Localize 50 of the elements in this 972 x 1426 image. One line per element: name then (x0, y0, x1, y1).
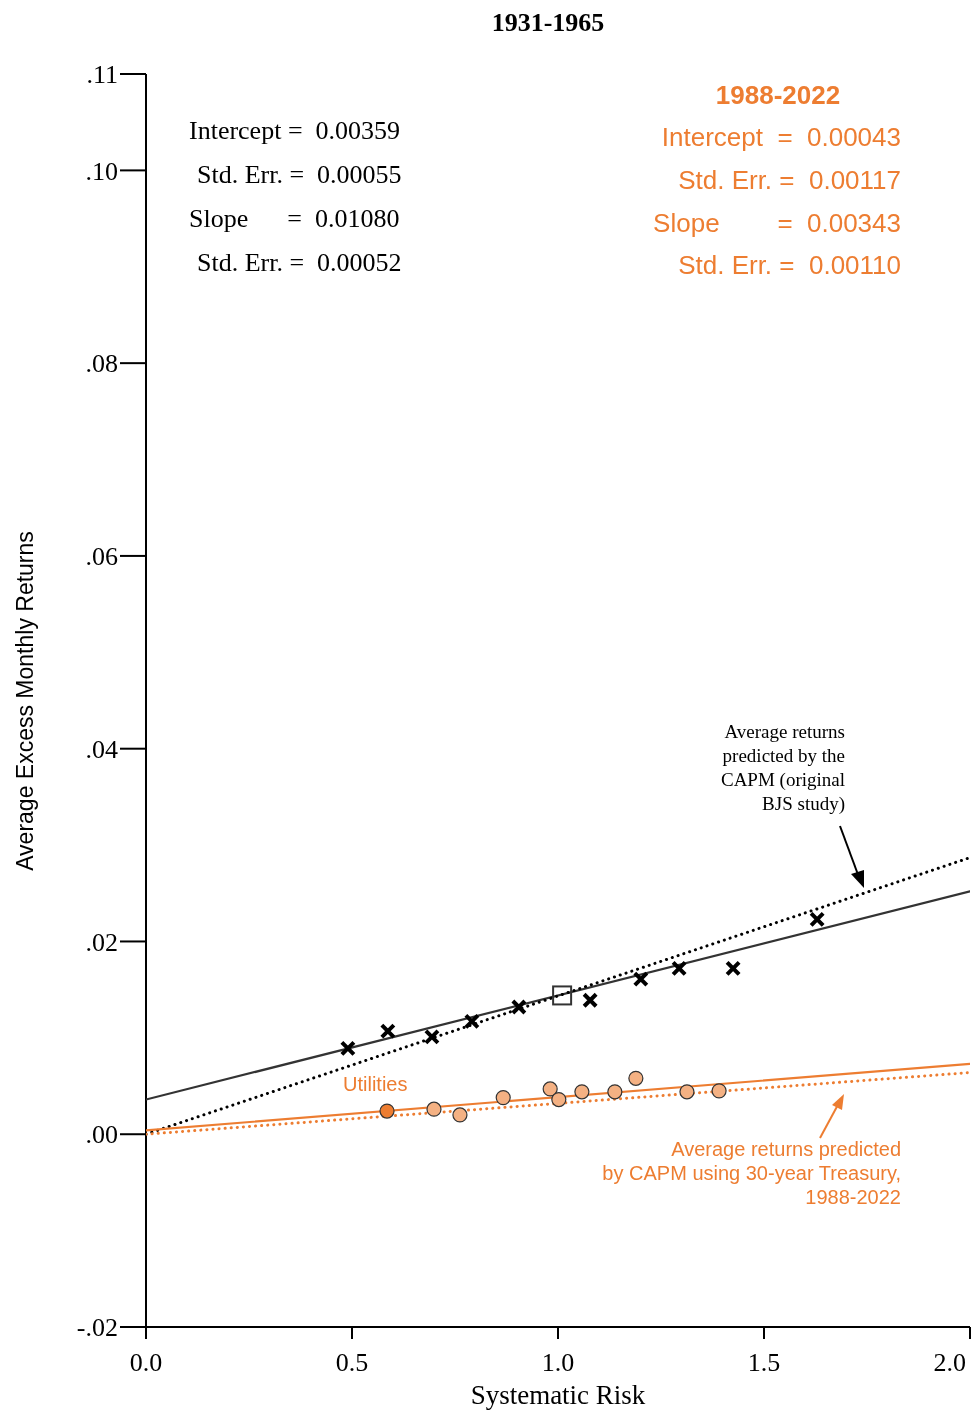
y-tick-label: .08 (85, 349, 118, 379)
x-tick-label: 1.0 (541, 1348, 575, 1377)
point (452, 1107, 468, 1123)
annotation: Std. Err. = 0.00110 (678, 250, 901, 281)
y-tick-label: .10 (85, 156, 118, 186)
y-tick-label: .02 (85, 927, 118, 957)
annotation: Std. Err. = 0.00055 (197, 160, 402, 190)
point (551, 1091, 567, 1108)
point (809, 911, 826, 928)
y-tick-label: .06 (85, 542, 118, 572)
y-tick-label: .04 (85, 734, 118, 764)
point (552, 985, 573, 1006)
point (379, 1023, 396, 1040)
point (423, 1028, 440, 1045)
point (463, 1013, 480, 1030)
point (582, 992, 599, 1009)
x-tick-label: 0.0 (129, 1348, 163, 1377)
point (510, 999, 527, 1015)
point (628, 1070, 644, 1086)
point (607, 1084, 623, 1100)
chart-title: 1931-1965 (490, 8, 606, 38)
x-tick-label: 2.0 (933, 1348, 966, 1377)
point (542, 1081, 558, 1097)
annotation: Std. Err. = 0.00117 (678, 165, 901, 196)
y-tick-label: -.02 (76, 1313, 118, 1343)
annotation: Utilities (343, 1073, 408, 1097)
point (379, 1103, 395, 1119)
point (339, 1040, 356, 1057)
y-axis-title: Average Excess Monthly Returns (11, 530, 39, 871)
annotation: Intercept = 0.00359 (189, 116, 401, 146)
point (725, 960, 742, 977)
point (426, 1101, 442, 1117)
y-tick-label: .11 (86, 60, 118, 90)
annotation: Intercept = 0.00043 (661, 122, 901, 153)
point (495, 1090, 511, 1106)
point (679, 1084, 695, 1100)
point (711, 1083, 727, 1099)
y-tick-label: .00 (85, 1120, 118, 1150)
annotation: Average returns predicted by the CAPM (original BJS study) (720, 720, 845, 816)
point (671, 960, 688, 977)
x-tick-label: 1.5 (747, 1348, 781, 1377)
point (574, 1084, 590, 1100)
annotation: Average returns predicted by CAPM using 30-year Treasury, 1988-2022 (602, 1137, 901, 1209)
annotation: Slope = 0.01080 (189, 204, 400, 234)
point (632, 971, 649, 988)
x-tick-label: 0.5 (335, 1348, 369, 1377)
annotation: Slope = 0.00343 (653, 208, 901, 239)
annotation: 1988-2022 (715, 80, 841, 111)
x-axis-title: Systematic Risk (469, 1380, 647, 1411)
annotation: Std. Err. = 0.00052 (197, 248, 402, 278)
